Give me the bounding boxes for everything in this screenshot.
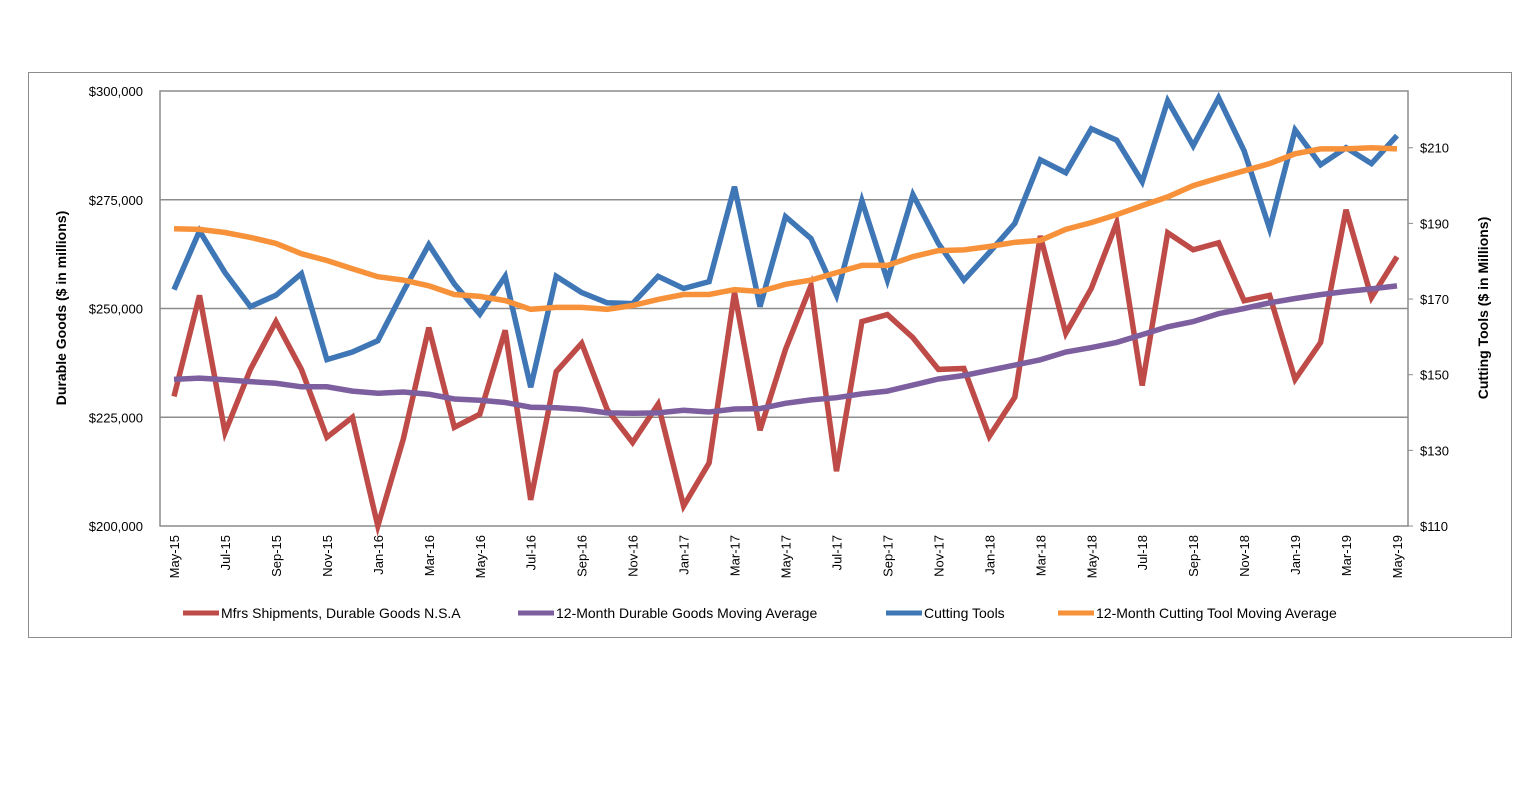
- left-axis-label: Durable Goods ($ in millions): [53, 211, 69, 405]
- legend-label: Mfrs Shipments, Durable Goods N.S.A: [221, 605, 461, 621]
- chart-frame: [28, 72, 1512, 638]
- right-tick-label: $110: [1420, 519, 1448, 534]
- x-axis-ticks: May-15 Jul-15 Sep-15 Nov-15 Jan-16 Mar-16 May-…: [167, 535, 1405, 578]
- x-tick-label: Mar-16: [422, 535, 437, 576]
- x-tick-label: Mar-19: [1339, 535, 1354, 576]
- right-tick-label: $190: [1420, 216, 1449, 231]
- series-line: [173, 144, 1398, 313]
- series-1: [173, 283, 1398, 417]
- left-tick-label: $225,000: [89, 410, 143, 425]
- x-tick-label: Jul-16: [524, 535, 539, 570]
- legend-label: 12-Month Cutting Tool Moving Average: [1096, 605, 1337, 621]
- legend-item: Cutting Tools: [886, 605, 1005, 621]
- right-tick-label: $210: [1420, 141, 1449, 156]
- legend-label: 12-Month Durable Goods Moving Average: [556, 605, 817, 621]
- x-tick-label: Jul-15: [218, 535, 233, 570]
- left-axis-ticks: $200,000 $225,000 $250,000 $275,000 $300,000: [89, 84, 143, 534]
- plot-area-border: [159, 90, 1409, 527]
- x-tick-label: May-16: [473, 535, 488, 578]
- right-tick-label: $150: [1420, 368, 1449, 383]
- x-tick-label: Sep-18: [1186, 535, 1201, 577]
- x-tick-label: May-18: [1084, 535, 1099, 578]
- legend-item: 12-Month Cutting Tool Moving Average: [1058, 605, 1337, 621]
- right-tick-label: $130: [1420, 443, 1449, 458]
- x-tick-label: May-17: [779, 535, 794, 578]
- x-tick-label: May-19: [1390, 535, 1405, 578]
- x-tick-label: Nov-16: [626, 535, 641, 577]
- x-tick-label: Jul-18: [1135, 535, 1150, 570]
- legend-label: Cutting Tools: [924, 605, 1005, 621]
- series-0: [171, 209, 1400, 537]
- x-tick-label: Mar-18: [1033, 535, 1048, 576]
- left-tick-label: $200,000: [89, 519, 143, 534]
- x-tick-label: Jan-17: [677, 535, 692, 575]
- x-tick-label: May-15: [167, 535, 182, 578]
- series-2: [171, 91, 1400, 388]
- series-lines: [171, 91, 1400, 537]
- right-tick-label: $170: [1420, 292, 1449, 307]
- x-tick-label: Sep-16: [575, 535, 590, 577]
- legend: Mfrs Shipments, Durable Goods N.S.A 12-Mo…: [183, 605, 1337, 621]
- x-tick-label: Jan-18: [982, 535, 997, 575]
- left-tick-label: $275,000: [89, 193, 143, 208]
- gridlines: [160, 147, 1413, 527]
- x-tick-label: Sep-15: [269, 535, 284, 577]
- legend-item: 12-Month Durable Goods Moving Average: [518, 605, 817, 621]
- series-3: [173, 144, 1398, 313]
- x-tick-label: Jan-19: [1288, 535, 1303, 575]
- x-tick-label: Nov-15: [320, 535, 335, 577]
- x-tick-label: Nov-18: [1237, 535, 1252, 577]
- right-axis-label: Cutting Tools ($ in Millions): [1475, 217, 1491, 400]
- series-line: [171, 209, 1400, 537]
- left-tick-label: $300,000: [89, 84, 143, 99]
- x-tick-label: Sep-17: [880, 535, 895, 577]
- left-tick-label: $250,000: [89, 302, 143, 317]
- legend-item: Mfrs Shipments, Durable Goods N.S.A: [183, 605, 461, 621]
- x-tick-label: Mar-17: [728, 535, 743, 576]
- x-tick-label: Nov-17: [931, 535, 946, 577]
- x-tick-label: Jul-17: [829, 535, 844, 570]
- right-axis-ticks: $110 $130 $150 $170 $190 $210: [1420, 141, 1449, 534]
- x-tick-label: Jan-16: [371, 535, 386, 575]
